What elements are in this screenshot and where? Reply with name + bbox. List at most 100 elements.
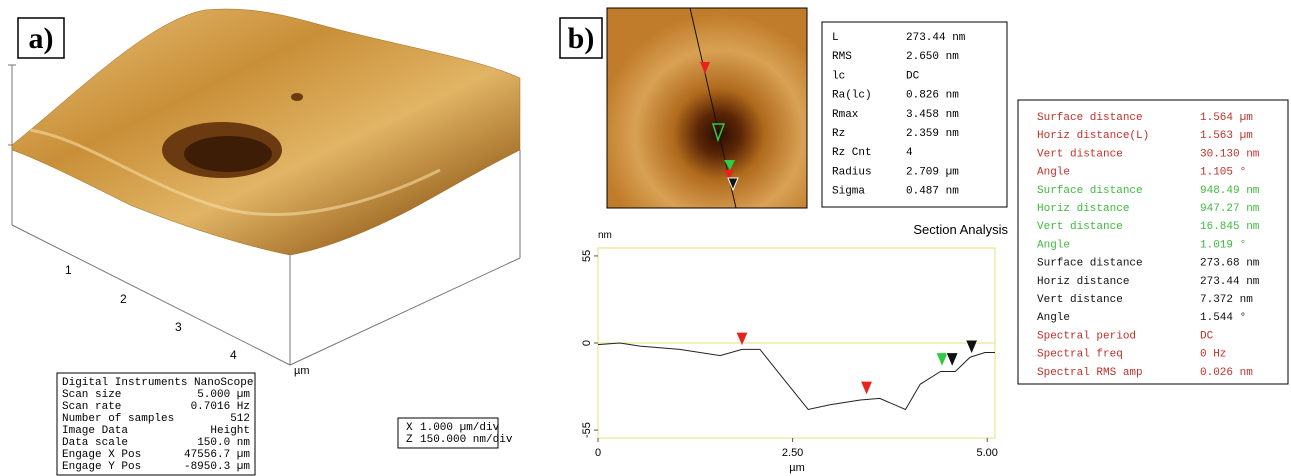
afm-3d-view: a) — [8, 8, 521, 476]
cursor — [711, 123, 726, 143]
measure-name: Angle — [1037, 312, 1070, 324]
measure-value: DC — [1200, 330, 1214, 342]
measure-name: Spectral period — [1037, 330, 1136, 342]
panel-label: a) — [29, 22, 54, 55]
info-name: Scan size — [62, 389, 121, 401]
panel-label: b) — [568, 22, 595, 55]
scale-value: 1.000 µm/div — [420, 422, 500, 434]
param-name: lc — [832, 70, 845, 82]
measure-value: 7.372 nm — [1200, 294, 1253, 306]
info-name: Number of samples — [62, 413, 174, 425]
info-value: 0.7016 Hz — [191, 401, 250, 413]
scale-axis: X — [406, 422, 413, 434]
parameters-box — [821, 21, 1008, 208]
y-tick-label: -55 — [581, 422, 593, 438]
cursor — [724, 160, 735, 170]
info-name: Engage X Pos — [62, 449, 141, 461]
measure-value: 1.105 ° — [1200, 167, 1246, 179]
measure-value: 1.544 ° — [1200, 312, 1246, 324]
cursor — [965, 339, 979, 356]
param-value: 3.458 nm — [906, 109, 959, 121]
x-tick-label: 5.00 — [977, 447, 998, 459]
measure-value: 948.49 nm — [1200, 185, 1260, 197]
scale-box — [397, 417, 499, 449]
param-name: Ra(lc) — [832, 90, 872, 102]
x-axis-label: µm — [789, 462, 805, 474]
measure-name: Vert distance — [1037, 294, 1123, 306]
scale-value: 150.000 nm/div — [420, 434, 513, 446]
measure-value: 1.564 µm — [1200, 112, 1253, 124]
param-value: 0.487 nm — [906, 186, 959, 198]
param-name: Rz Cnt — [832, 147, 872, 159]
param-value: 4 — [906, 147, 913, 159]
measure-name: Horiz distance — [1037, 203, 1129, 215]
cursor — [700, 62, 710, 74]
measure-name: Spectral freq — [1037, 349, 1123, 361]
chart-title: Section Analysis — [913, 222, 1008, 237]
measure-value: 0.026 nm — [1200, 367, 1253, 379]
x-tick-label: 2.50 — [782, 447, 803, 459]
cursor — [859, 380, 874, 397]
info-value: Height — [210, 425, 250, 437]
measure-value: 947.27 nm — [1200, 203, 1260, 215]
measure-name: Horiz distance(L) — [1037, 130, 1149, 142]
cursor — [935, 352, 949, 368]
measure-name: Vert distance — [1037, 221, 1123, 233]
axis-tick-label: 2 — [120, 292, 127, 306]
cursor — [724, 170, 734, 180]
info-title: Digital Instruments NanoScope — [62, 377, 253, 389]
measure-name: Vert distance — [1037, 148, 1123, 160]
info-name: Image Data — [62, 425, 128, 437]
info-box — [56, 372, 256, 476]
info-value: -8950.3 µm — [184, 461, 250, 473]
axis-tick-label: 3 — [175, 320, 182, 334]
info-name: Data scale — [62, 437, 128, 449]
measure-value: 30.130 nm — [1200, 148, 1260, 160]
cursor — [727, 177, 739, 192]
axis-tick-label: 4 — [230, 348, 237, 362]
measure-value: 1.019 ° — [1200, 239, 1246, 251]
y-tick-label: 0 — [581, 340, 593, 346]
param-value: 2.709 µm — [906, 166, 959, 178]
x-tick-label: 0 — [595, 447, 601, 459]
y-tick-label: 55 — [581, 250, 593, 262]
info-value: 5.000 µm — [197, 389, 250, 401]
measure-name: Surface distance — [1037, 185, 1143, 197]
measurements-box — [1017, 99, 1289, 385]
y-axis-label: nm — [598, 230, 612, 241]
base-edge — [289, 257, 521, 366]
measure-name: Angle — [1037, 239, 1070, 251]
info-name: Scan rate — [62, 401, 121, 413]
measure-name: Angle — [1037, 167, 1070, 179]
measure-value: 0 Hz — [1200, 349, 1226, 361]
measure-name: Spectral RMS amp — [1037, 367, 1143, 379]
measure-value: 273.68 nm — [1200, 258, 1260, 270]
info-name: Engage Y Pos — [62, 461, 141, 473]
base-edge — [11, 224, 291, 366]
param-value: 273.44 nm — [906, 32, 966, 44]
param-value: 2.359 nm — [906, 128, 959, 140]
label-box — [17, 17, 65, 59]
param-name: Rmax — [832, 109, 859, 121]
measure-name: Horiz distance — [1037, 276, 1129, 288]
info-value: 150.0 nm — [197, 437, 250, 449]
param-value: 2.650 nm — [906, 51, 959, 63]
cursor — [945, 352, 959, 368]
afm-image — [606, 7, 808, 209]
pit — [291, 93, 303, 101]
info-value: 47556.7 µm — [184, 449, 250, 461]
label-box — [559, 17, 603, 59]
ridge — [29, 128, 441, 216]
param-name: Rz — [832, 128, 845, 140]
measure-value: 273.44 nm — [1200, 276, 1260, 288]
param-value: DC — [906, 70, 920, 82]
measure-value: 16.845 nm — [1200, 221, 1260, 233]
axis-tick-label: 1 — [65, 263, 72, 277]
measure-value: 1.563 µm — [1200, 130, 1253, 142]
measure-name: Surface distance — [1037, 258, 1143, 270]
param-name: Sigma — [832, 186, 865, 198]
cursor — [735, 331, 749, 348]
axis-unit: µm — [294, 365, 310, 377]
measure-name: Surface distance — [1037, 112, 1143, 124]
